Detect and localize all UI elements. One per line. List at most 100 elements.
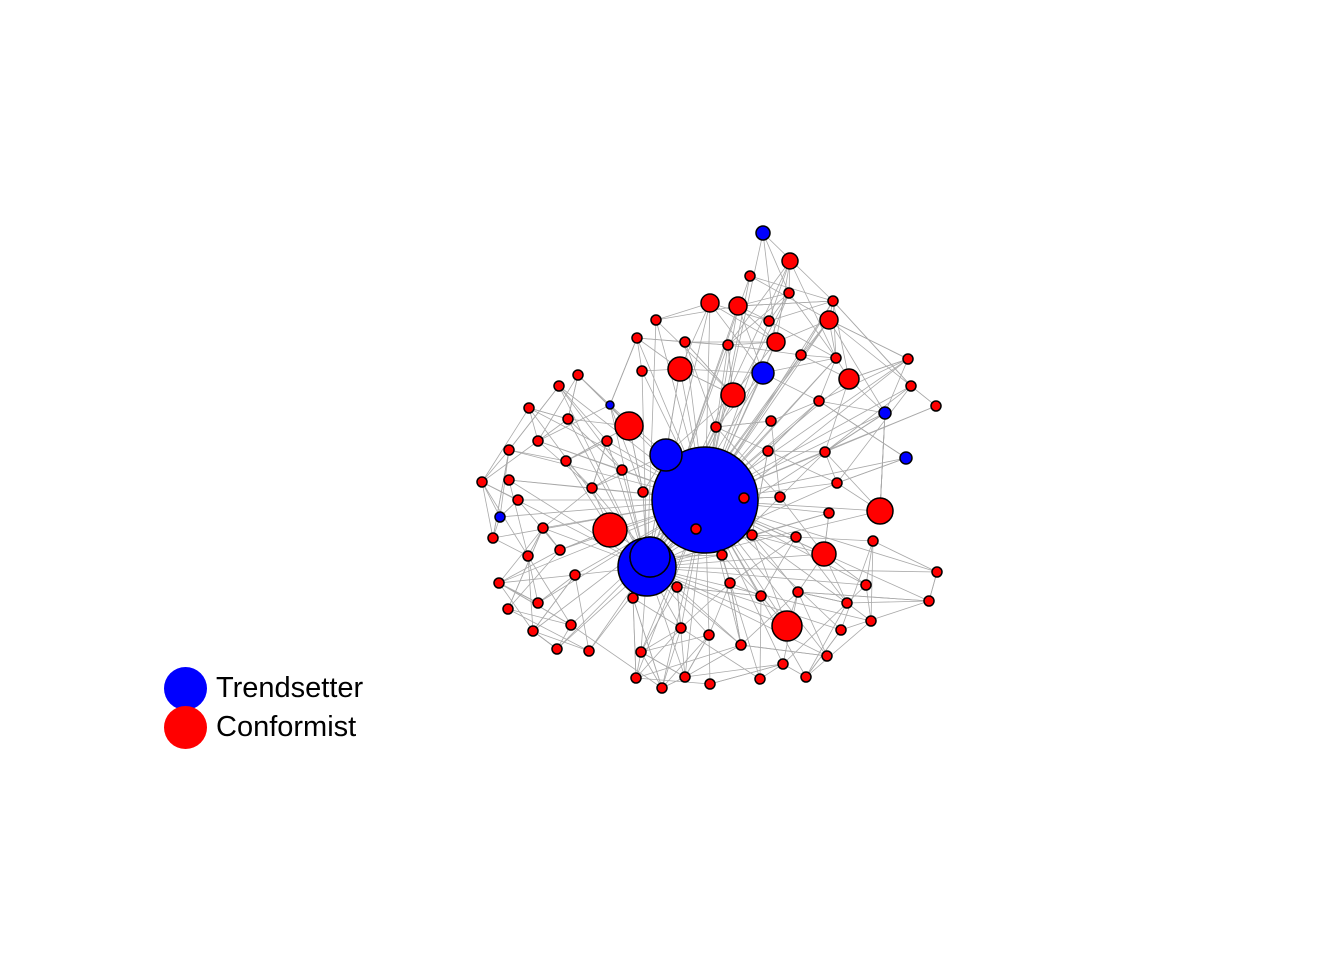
conformist-swatch bbox=[164, 705, 207, 749]
node-conformist bbox=[746, 529, 758, 541]
edge bbox=[767, 450, 826, 453]
legend-label: Trendsetter bbox=[216, 671, 364, 704]
edge bbox=[818, 400, 886, 414]
node-conformist bbox=[744, 270, 756, 282]
edge bbox=[661, 634, 710, 689]
node-conformist bbox=[627, 592, 639, 604]
edge bbox=[680, 582, 731, 629]
edge bbox=[709, 302, 777, 343]
node-conformist bbox=[766, 332, 786, 352]
edge bbox=[609, 337, 638, 406]
edge bbox=[760, 536, 797, 597]
node-conformist bbox=[777, 658, 789, 670]
node-conformist bbox=[630, 672, 642, 684]
node-conformist bbox=[616, 464, 628, 476]
edge bbox=[646, 566, 867, 586]
edge bbox=[836, 457, 907, 484]
edge bbox=[481, 407, 530, 483]
node-conformist bbox=[675, 622, 687, 634]
edge bbox=[679, 368, 764, 374]
node-conformist bbox=[860, 579, 872, 591]
node-conformist bbox=[522, 550, 534, 562]
node-conformist bbox=[532, 435, 544, 447]
edge bbox=[872, 540, 938, 573]
edge bbox=[684, 341, 729, 346]
edge bbox=[537, 440, 623, 471]
edge bbox=[646, 319, 657, 568]
node-conformist bbox=[586, 482, 598, 494]
node-conformist bbox=[493, 577, 505, 589]
node-conformist bbox=[537, 522, 549, 534]
node-conformist bbox=[841, 597, 853, 609]
node-conformist bbox=[562, 413, 574, 425]
edge bbox=[680, 627, 761, 680]
edge bbox=[879, 412, 886, 512]
legend-item-trendsetter: Trendsetter bbox=[164, 666, 363, 710]
node-conformist bbox=[819, 446, 831, 458]
edge bbox=[532, 630, 590, 652]
edge bbox=[865, 584, 872, 622]
edge bbox=[870, 540, 874, 622]
edge bbox=[727, 292, 790, 346]
edge bbox=[577, 374, 611, 406]
node-conformist bbox=[811, 541, 837, 567]
edge bbox=[789, 260, 837, 359]
node-conformist bbox=[831, 477, 843, 489]
edge bbox=[508, 479, 593, 489]
edge bbox=[737, 305, 764, 374]
edge bbox=[558, 385, 608, 442]
edge bbox=[646, 566, 842, 631]
node-conformist bbox=[553, 380, 565, 392]
edge bbox=[824, 378, 850, 453]
edge bbox=[527, 555, 572, 626]
node-conformist bbox=[671, 581, 683, 593]
edge bbox=[740, 644, 828, 657]
edge bbox=[684, 341, 717, 428]
node-conformist bbox=[765, 415, 777, 427]
node-trendsetter bbox=[755, 225, 771, 241]
edge bbox=[676, 586, 742, 646]
edge bbox=[797, 591, 930, 602]
edge bbox=[782, 602, 848, 665]
node-conformist bbox=[560, 455, 572, 467]
edge bbox=[574, 574, 590, 652]
node-conformist bbox=[720, 382, 746, 408]
node-conformist bbox=[635, 646, 647, 658]
edge bbox=[832, 300, 912, 387]
edge bbox=[762, 357, 837, 374]
edge bbox=[661, 627, 682, 689]
edge bbox=[805, 620, 872, 678]
node-conformist bbox=[724, 577, 736, 589]
edge bbox=[646, 566, 938, 573]
edge bbox=[537, 404, 611, 442]
edge bbox=[507, 608, 572, 626]
node-conformist bbox=[679, 336, 691, 348]
node-conformist bbox=[902, 353, 914, 365]
edge bbox=[840, 600, 930, 631]
node-conformist bbox=[690, 523, 702, 535]
node-conformist bbox=[813, 395, 825, 407]
node-conformist bbox=[532, 597, 544, 609]
edge bbox=[800, 354, 837, 359]
edge bbox=[635, 644, 742, 679]
node-conformist bbox=[771, 610, 803, 642]
node-conformist bbox=[656, 682, 668, 694]
edge bbox=[527, 555, 534, 632]
node-conformist bbox=[722, 339, 734, 351]
node-conformist bbox=[763, 315, 775, 327]
node-conformist bbox=[774, 491, 786, 503]
node-conformist bbox=[703, 629, 715, 641]
node-trendsetter bbox=[751, 361, 775, 385]
edge bbox=[729, 582, 742, 646]
node-conformist bbox=[614, 411, 644, 441]
node-conformist bbox=[667, 356, 693, 382]
node-conformist bbox=[800, 671, 812, 683]
node-conformist bbox=[867, 535, 879, 547]
edge bbox=[846, 600, 930, 604]
node-conformist bbox=[783, 287, 795, 299]
node-conformist bbox=[679, 671, 691, 683]
edge bbox=[684, 644, 742, 678]
edge bbox=[655, 319, 734, 396]
node-conformist bbox=[830, 352, 842, 364]
